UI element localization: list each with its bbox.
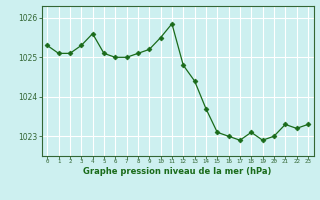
- X-axis label: Graphe pression niveau de la mer (hPa): Graphe pression niveau de la mer (hPa): [84, 167, 272, 176]
